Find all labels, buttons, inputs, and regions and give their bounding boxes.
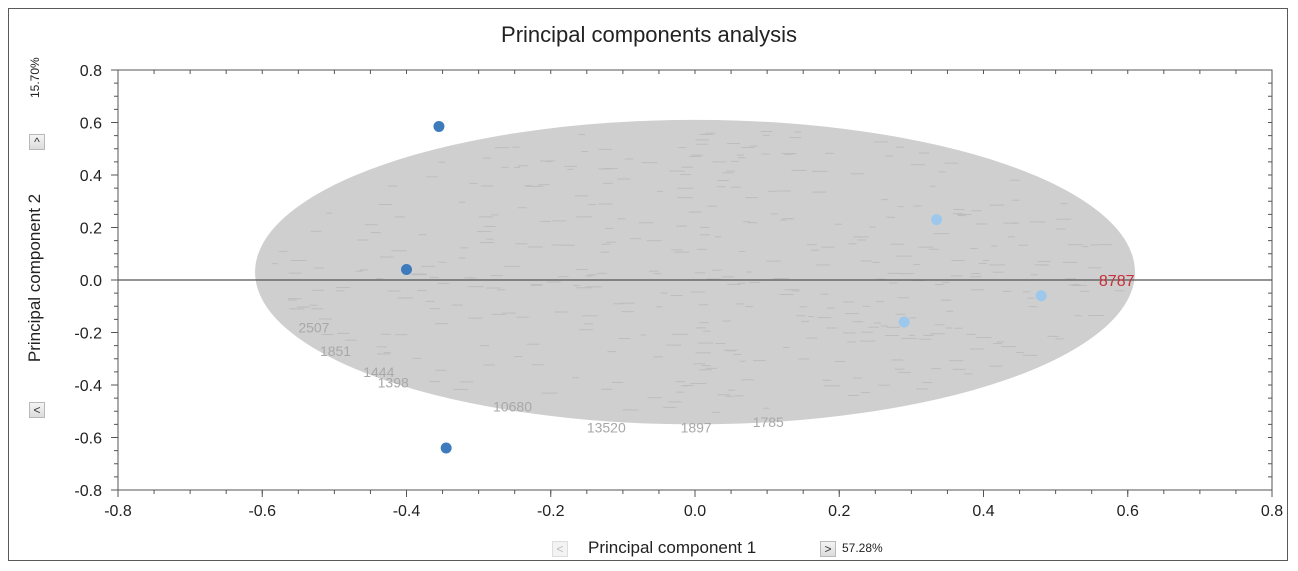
pc1-prev-button[interactable]: < bbox=[552, 541, 568, 557]
cloud-label: 10680 bbox=[493, 398, 532, 414]
y-variance-label: 15.70% bbox=[28, 57, 42, 98]
cloud-label: 1897 bbox=[681, 419, 712, 435]
x-tick-label: 0.2 bbox=[828, 503, 850, 520]
y-tick-label: -0.2 bbox=[74, 326, 102, 343]
data-point[interactable] bbox=[433, 120, 445, 132]
x-tick-label: 0.4 bbox=[972, 503, 994, 520]
pc1-next-button[interactable]: > bbox=[820, 541, 836, 557]
cloud-label: 1785 bbox=[753, 414, 784, 430]
y-tick-label: -0.8 bbox=[74, 483, 102, 500]
data-point[interactable] bbox=[1035, 290, 1047, 302]
x-tick-label: -0.2 bbox=[537, 503, 565, 520]
data-point[interactable] bbox=[898, 316, 910, 328]
axis-ticks bbox=[111, 69, 1273, 497]
y-tick-label: 0.0 bbox=[80, 273, 102, 290]
x-tick-label: -0.4 bbox=[393, 503, 421, 520]
pc2-prev-button[interactable]: < bbox=[29, 402, 45, 418]
x-axis-label: Principal component 1 bbox=[588, 538, 757, 557]
chart-title: Principal components analysis bbox=[501, 22, 797, 47]
y-tick-label: 0.6 bbox=[80, 116, 102, 133]
label-cloud-texture bbox=[271, 131, 1130, 413]
cloud-label: 2507 bbox=[298, 320, 329, 336]
y-tick-label: 0.2 bbox=[80, 221, 102, 238]
cloud-label: 1444 bbox=[363, 364, 394, 380]
x-tick-label: -0.6 bbox=[248, 503, 276, 520]
point-annotation: 8787 bbox=[1099, 273, 1135, 290]
y-axis-label: Principal component 2 bbox=[25, 193, 44, 363]
x-tick-label: 0.0 bbox=[684, 503, 706, 520]
label-cloud bbox=[255, 119, 1135, 425]
y-tick-label: -0.4 bbox=[74, 378, 102, 395]
series-0 bbox=[401, 120, 452, 454]
data-point[interactable] bbox=[931, 214, 943, 226]
y-tick-label: 0.4 bbox=[80, 168, 102, 185]
cloud-label: 1398 bbox=[378, 375, 409, 391]
cloud-label: 1851 bbox=[320, 343, 351, 359]
y-tick-label: 0.8 bbox=[80, 63, 102, 80]
cloud-label: 13520 bbox=[587, 419, 626, 435]
x-tick-label: 0.6 bbox=[1117, 503, 1139, 520]
y-tick-label: -0.6 bbox=[74, 431, 102, 448]
data-point[interactable] bbox=[401, 264, 412, 275]
data-point[interactable] bbox=[440, 442, 452, 454]
pc2-next-button[interactable]: ^ bbox=[29, 134, 45, 150]
x-tick-label: -0.8 bbox=[104, 503, 132, 520]
x-variance-label: 57.28% bbox=[842, 541, 883, 555]
series-1 bbox=[898, 214, 1047, 328]
x-tick-label: 0.8 bbox=[1261, 503, 1283, 520]
